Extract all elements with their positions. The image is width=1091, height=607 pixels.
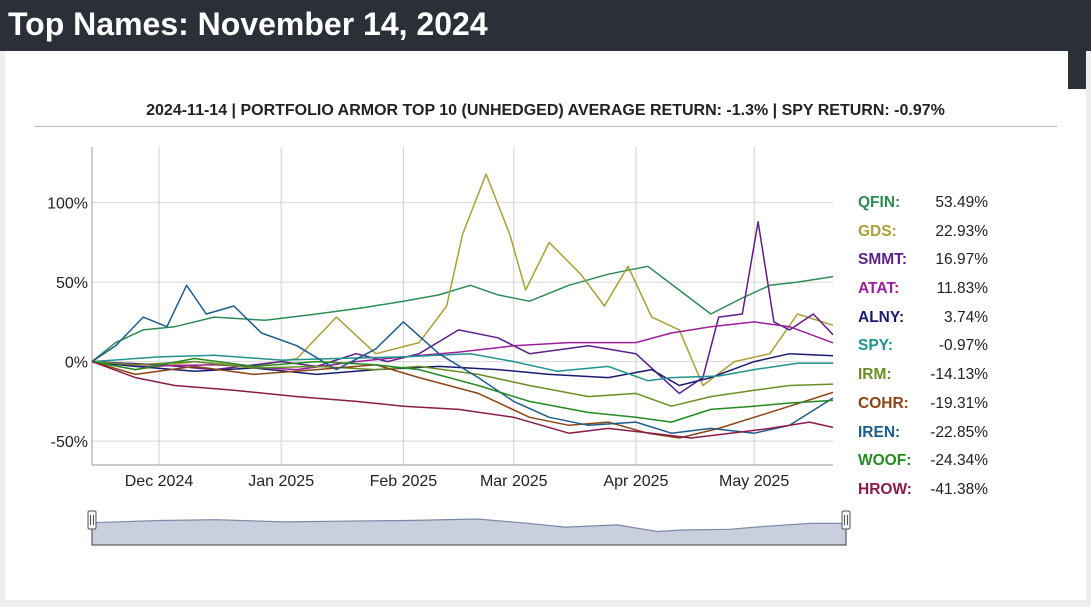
legend-item-spy[interactable]: SPY: -0.97%: [858, 332, 988, 361]
x-tick-label: Mar 2025: [480, 473, 548, 490]
x-tick-label: Jan 2025: [248, 473, 314, 490]
frame-corner: [1068, 51, 1086, 89]
legend-series-name: WOOF:: [858, 452, 912, 470]
page-header: Top Names: November 14, 2024: [0, 0, 1091, 51]
y-tick-label: -50%: [51, 434, 88, 451]
legend-series-name: HROW:: [858, 480, 912, 498]
legend-series-value: 11.83%: [936, 280, 988, 298]
series-line-alny: [91, 352, 834, 387]
legend-series-name: GDS:: [858, 222, 897, 240]
navigator-left-handle[interactable]: [87, 510, 97, 530]
x-tick-label: Dec 2024: [125, 473, 194, 490]
series-line-spy: [91, 352, 833, 382]
legend-series-value: 22.93%: [935, 222, 988, 240]
legend-item-iren[interactable]: IREN: -22.85%: [858, 419, 988, 448]
series-line-qfin: [91, 265, 834, 363]
y-tick-label: 0%: [65, 355, 88, 372]
title-divider: [34, 126, 1057, 127]
legend-series-name: ALNY:: [858, 308, 905, 326]
x-tick-label: Feb 2025: [370, 473, 438, 490]
legend-series-name: COHR:: [858, 394, 909, 412]
page-title: Top Names: November 14, 2024: [8, 6, 488, 42]
legend-series-value: 16.97%: [935, 251, 988, 269]
legend-series-name: SPY:: [858, 337, 894, 355]
x-tick-label: May 2025: [719, 473, 789, 490]
legend-series-name: ATAT:: [858, 280, 900, 298]
series-line-woof: [91, 357, 834, 423]
legend-series-value: -24.34%: [930, 452, 988, 470]
legend-item-qfin[interactable]: QFIN: 53.49%: [858, 189, 988, 218]
y-tick-label: 100%: [47, 196, 88, 213]
plot-area: [92, 147, 833, 465]
x-tick-label: Apr 2025: [603, 473, 668, 490]
legend-item-alny[interactable]: ALNY: 3.74%: [858, 304, 988, 333]
handle-body: [87, 510, 97, 530]
legend-series-name: SMMT:: [858, 251, 908, 269]
legend-item-hrow[interactable]: HROW: -41.38%: [858, 476, 988, 505]
series-line-iren: [91, 284, 834, 434]
legend-series-value: -14.13%: [930, 366, 988, 384]
navigator-right-handle[interactable]: [841, 510, 851, 530]
handle-body: [841, 510, 851, 530]
legend-series-name: IRM:: [858, 366, 892, 384]
frame-bottom: [0, 600, 1091, 607]
legend-series-value: 53.49%: [935, 194, 988, 211]
series-line-smmt: [91, 220, 834, 395]
series-line-hrow: [91, 360, 834, 439]
legend-item-irm[interactable]: IRM: -14.13%: [858, 361, 988, 390]
legend-series-value: 3.74%: [944, 308, 988, 326]
legend: QFIN: 53.49% GDS: 22.93% SMMT: 16.97% ATAT: 11.…: [858, 189, 988, 505]
legend-item-atat[interactable]: ATAT: 11.83%: [858, 275, 988, 304]
legend-series-value: -41.38%: [930, 480, 988, 498]
y-tick-label: 50%: [56, 275, 88, 292]
chart-title: 2024-11-14 | PORTFOLIO ARMOR TOP 10 (UNH…: [146, 102, 945, 119]
series-line-cohr: [91, 360, 834, 439]
legend-series-value: -22.85%: [930, 423, 988, 441]
series-line-irm: [91, 360, 834, 407]
legend-series-value: -0.97%: [938, 337, 988, 355]
legend-item-woof[interactable]: WOOF: -24.34%: [858, 447, 988, 476]
legend-item-smmt[interactable]: SMMT: 16.97%: [858, 246, 988, 275]
frame-left: [0, 51, 5, 607]
legend-series-name: IREN:: [858, 423, 901, 441]
frame-right: [1086, 51, 1091, 607]
legend-item-gds[interactable]: GDS: 22.93%: [858, 218, 988, 247]
legend-series-value: -19.31%: [930, 394, 988, 412]
legend-item-cohr[interactable]: COHR: -19.31%: [858, 390, 988, 419]
navigator-series: [91, 518, 847, 546]
legend-series-name: QFIN:: [858, 194, 901, 211]
